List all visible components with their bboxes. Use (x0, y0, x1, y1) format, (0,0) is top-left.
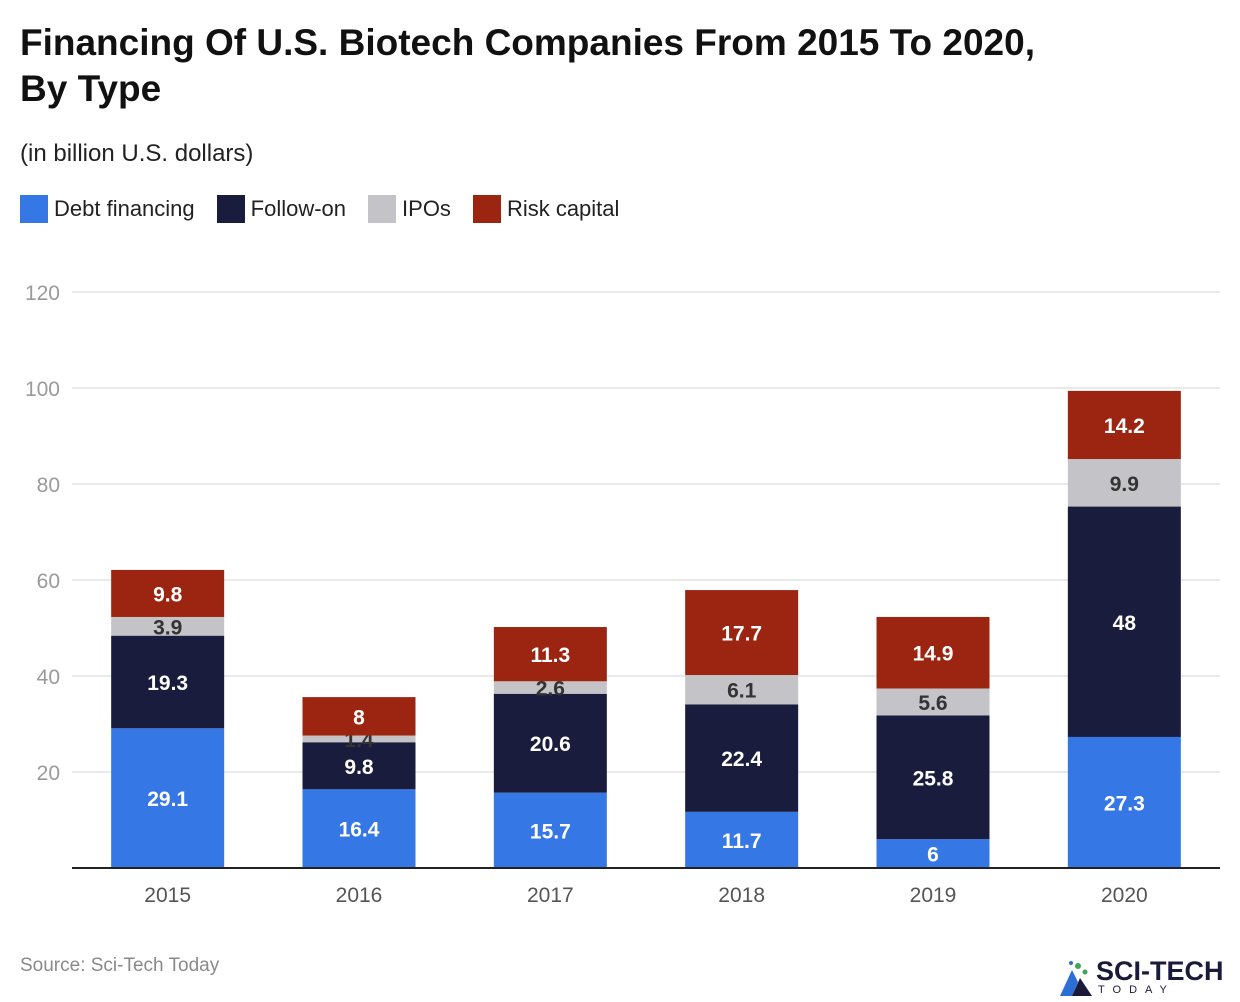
bar-debt-financing-2015 (111, 728, 225, 868)
data-label-ipos-2018: 6.1 (727, 680, 757, 703)
y-tick-label-80: 80 (37, 474, 60, 497)
x-tick-label-2016: 2016 (336, 884, 383, 907)
data-label-follow-on-2015: 19.3 (147, 672, 188, 695)
bar-ipos-2015 (111, 616, 225, 636)
bar-ipos-2020 (1067, 459, 1181, 507)
source-note: Source: Sci-Tech Today (20, 955, 220, 976)
bar-ipos-2016 (302, 735, 416, 743)
bar-follow-on-2019 (876, 715, 990, 840)
bar-ipos-2018 (685, 675, 799, 705)
legend-item-ipos: IPOs (368, 195, 451, 223)
bar-debt-financing-2017 (493, 792, 607, 868)
bar-debt-financing-2020 (1067, 736, 1181, 868)
bar-follow-on-2020 (1067, 506, 1181, 737)
data-label-follow-on-2020: 48 (1113, 612, 1137, 635)
legend-item-risk-capital: Risk capital (472, 195, 620, 223)
logo-text: SCI-TECH (1096, 956, 1224, 986)
data-label-debt-financing-2019: 6 (927, 844, 939, 867)
y-tick-label-20: 20 (37, 762, 60, 785)
bar-debt-financing-2018 (685, 811, 799, 868)
legend-item-follow-on: Follow-on (216, 195, 347, 223)
data-label-risk-capital-2016: 8 (353, 706, 365, 729)
legend-swatch-debt-financing (20, 195, 48, 223)
data-label-ipos-2019: 5.6 (918, 692, 947, 715)
chart-title-line-2: By Type (20, 68, 162, 109)
legend-swatch-risk-capital (472, 195, 501, 223)
legend-label-ipos: IPOs (402, 196, 451, 221)
legend-label-follow-on: Follow-on (250, 196, 347, 221)
bar-debt-financing-2019 (876, 839, 990, 868)
data-label-debt-financing-2020: 27.3 (1104, 792, 1145, 815)
legend: Debt financing Follow-on IPOs Risk capit… (20, 195, 641, 223)
x-tick-label-2015: 2015 (144, 884, 191, 907)
data-label-risk-capital-2019: 14.9 (913, 643, 954, 666)
bar-follow-on-2016 (302, 742, 416, 790)
data-label-follow-on-2019: 25.8 (913, 767, 954, 790)
data-label-follow-on-2016: 9.8 (344, 756, 374, 779)
bar-ipos-2019 (876, 688, 990, 716)
bar-risk-capital-2020 (1067, 390, 1181, 460)
bar-risk-capital-2018 (685, 590, 799, 676)
data-label-risk-capital-2017: 11.3 (530, 644, 570, 667)
data-label-risk-capital-2015: 9.8 (153, 583, 183, 606)
bar-follow-on-2015 (111, 635, 225, 729)
data-label-risk-capital-2020: 14.2 (1104, 415, 1145, 438)
data-label-risk-capital-2018: 17.7 (721, 623, 762, 646)
y-tick-label-40: 40 (37, 666, 60, 689)
logo-subtext: TODAY (1098, 984, 1175, 996)
bar-risk-capital-2015 (111, 569, 225, 617)
x-tick-label-2018: 2018 (718, 884, 765, 907)
chart-subtitle: (in billion U.S. dollars) (20, 140, 254, 167)
y-tick-label-100: 100 (25, 378, 60, 401)
bar-debt-financing-2016 (302, 789, 416, 868)
x-tick-label-2019: 2019 (910, 884, 957, 907)
legend-swatch-follow-on (216, 195, 245, 223)
bar-ipos-2017 (493, 681, 607, 694)
data-label-ipos-2017: 2.6 (536, 678, 565, 701)
data-label-debt-financing-2018: 11.7 (722, 830, 762, 853)
chart-title: Financing Of U.S. Biotech Companies From… (20, 20, 1220, 112)
x-tick-label-2017: 2017 (527, 884, 574, 907)
chart-title-line-1: Financing Of U.S. Biotech Companies From… (20, 22, 1035, 63)
data-label-debt-financing-2015: 29.1 (147, 788, 188, 811)
bar-risk-capital-2019 (876, 616, 990, 689)
bar-follow-on-2017 (493, 693, 607, 793)
y-tick-label-120: 120 (25, 282, 60, 305)
y-tick-label-60: 60 (37, 570, 60, 593)
legend-swatch-ipos (368, 195, 397, 223)
sci-tech-today-logo: SCI-TECH TODAY (1058, 956, 1240, 998)
bar-follow-on-2018 (685, 704, 799, 812)
data-label-ipos-2015: 3.9 (153, 616, 182, 639)
x-tick-label-2020: 2020 (1101, 884, 1148, 907)
data-label-ipos-2020: 9.9 (1110, 473, 1139, 496)
logo-mark-icon (1060, 961, 1092, 996)
bar-risk-capital-2016 (302, 697, 416, 736)
data-label-follow-on-2018: 22.4 (721, 748, 762, 771)
bar-risk-capital-2017 (493, 627, 607, 682)
data-label-debt-financing-2016: 16.4 (339, 819, 380, 842)
legend-label-debt-financing: Debt financing (54, 196, 195, 221)
data-label-follow-on-2017: 20.6 (530, 733, 571, 756)
legend-item-debt-financing: Debt financing (20, 195, 195, 223)
legend-label-risk-capital: Risk capital (506, 196, 620, 221)
data-label-debt-financing-2017: 15.7 (530, 820, 571, 843)
